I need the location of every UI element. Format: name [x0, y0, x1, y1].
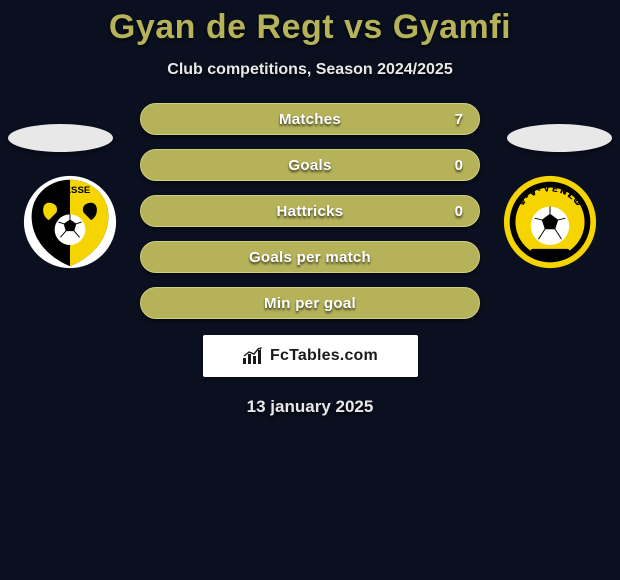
stat-label: Matches [141, 104, 479, 134]
stat-value: 7 [455, 104, 463, 134]
stat-row: Matches 7 [140, 103, 480, 135]
player-photo-placeholder-left [8, 124, 113, 152]
stat-value: 0 [455, 196, 463, 226]
stats-container: Matches 7 Goals 0 Hattricks 0 Goals per … [140, 103, 480, 319]
bar-chart-icon [242, 347, 264, 365]
player-photo-placeholder-right [507, 124, 612, 152]
stat-row: Goals per match [140, 241, 480, 273]
page-title: Gyan de Regt vs Gyamfi [0, 0, 620, 47]
club-logo-right: V · V · V E N L O V · V · V E N L O [502, 174, 598, 270]
stat-row: Min per goal [140, 287, 480, 319]
stat-label: Min per goal [141, 288, 479, 318]
stat-label: Goals per match [141, 242, 479, 272]
brand-text: FcTables.com [270, 347, 378, 365]
subtitle: Club competitions, Season 2024/2025 [0, 61, 620, 79]
svg-text:VITESSE: VITESSE [50, 185, 91, 196]
stat-label: Hattricks [141, 196, 479, 226]
vvv-venlo-badge-icon: V · V · V E N L O V · V · V E N L O [502, 174, 598, 270]
stat-value: 0 [455, 150, 463, 180]
stat-label: Goals [141, 150, 479, 180]
stat-row: Hattricks 0 [140, 195, 480, 227]
vitesse-badge-icon: VITESSE [22, 174, 118, 270]
stat-row: Goals 0 [140, 149, 480, 181]
date-text: 13 january 2025 [0, 397, 620, 417]
club-logo-left: VITESSE [22, 174, 118, 270]
branding-box: FcTables.com [203, 335, 418, 377]
